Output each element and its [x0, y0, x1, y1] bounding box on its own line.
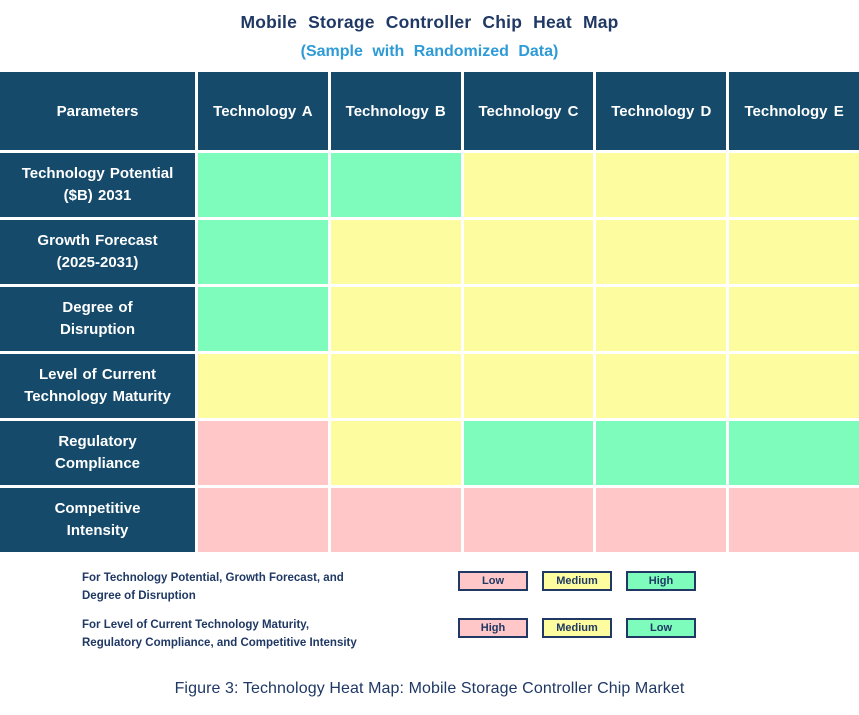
row-label-line: Technology Maturity — [24, 388, 171, 405]
heatmap-cell-r2c2 — [330, 220, 461, 284]
row-label-line: Level of Current — [38, 365, 157, 383]
row-label-level-of-current-technology-maturity: Level of Current Technology Maturity — [0, 354, 195, 418]
legend-swatch-low: Low — [458, 571, 528, 591]
legend-description: For Technology Potential, Growth Forecas… — [82, 569, 458, 606]
heatmap-cell-r5c1 — [198, 421, 328, 485]
heatmap-cell-r3c2 — [330, 287, 461, 351]
heatmap-cell-r4c2 — [330, 354, 461, 418]
row-label-line: Disruption — [60, 321, 135, 338]
row-label-line: Compliance — [54, 455, 141, 472]
heatmap-cell-r3c1 — [198, 287, 328, 351]
row-label-line: ($B) 2031 — [63, 187, 132, 204]
chart-title: Mobile Storage Controller Chip Heat Map — [240, 12, 619, 32]
heatmap-cell-r3c4 — [596, 287, 727, 351]
column-header-technology-d: Technology D — [596, 72, 727, 150]
heatmap-cell-r6c4 — [596, 488, 727, 552]
legend-swatch-low: Low — [626, 617, 696, 638]
figure-caption: Figure 3: Technology Heat Map: Mobile St… — [174, 679, 685, 697]
heatmap-cell-r6c5 — [729, 488, 859, 552]
column-header-technology-e: Technology E — [729, 72, 859, 150]
heatmap-cell-r4c1 — [198, 354, 328, 418]
legend-description-line: Degree of Disruption — [82, 590, 196, 603]
column-header-parameters: Parameters — [0, 72, 195, 150]
legend-row-2: For Level of Current Technology Maturity… — [82, 616, 859, 653]
legend-swatch-medium: Medium — [542, 617, 612, 638]
row-label-degree-of-disruption: Degree of Disruption — [0, 287, 195, 351]
heatmap-cell-r1c3 — [463, 153, 594, 217]
row-label-line: Technology Potential — [21, 164, 174, 182]
chart-subtitle: (Sample with Randomized Data) — [300, 43, 559, 60]
row-label-line: (2025-2031) — [56, 254, 139, 271]
heatmap-cell-r4c5 — [729, 354, 859, 418]
heatmap-cell-r3c3 — [463, 287, 594, 351]
heatmap-cell-r2c1 — [198, 220, 328, 284]
heatmap-cell-r5c5 — [729, 421, 859, 485]
heatmap-cell-r4c3 — [463, 354, 594, 418]
row-label-line: Competitive — [54, 499, 141, 517]
heatmap-cell-r2c4 — [596, 220, 727, 284]
legend-swatch-medium: Medium — [542, 571, 612, 591]
legend-row-1: For Technology Potential, Growth Forecas… — [82, 569, 859, 606]
row-label-technology-potential-b-2031: Technology Potential ($B) 2031 — [0, 153, 195, 217]
row-label-competitive-intensity: Competitive Intensity — [0, 488, 195, 552]
legend-swatch-high: High — [458, 617, 528, 638]
heatmap-cell-r4c4 — [596, 354, 727, 418]
column-header-technology-a: Technology A — [198, 72, 328, 150]
legend-swatches: High Medium Low — [458, 617, 696, 638]
row-label-line: Regulatory — [58, 432, 137, 450]
heatmap-cell-r2c3 — [463, 220, 594, 284]
column-header-technology-b: Technology B — [330, 72, 461, 150]
heatmap-cell-r2c5 — [729, 220, 859, 284]
heatmap-cell-r1c1 — [198, 153, 328, 217]
legend-swatches: Low Medium High — [458, 571, 696, 591]
heatmap-cell-r6c3 — [463, 488, 594, 552]
legend-description-line: For Level of Current Technology Maturity… — [82, 618, 310, 631]
heatmap-cell-r1c4 — [596, 153, 727, 217]
row-label-growth-forecast-2025-2031: Growth Forecast (2025-2031) — [0, 220, 195, 284]
heatmap-cell-r1c5 — [729, 153, 859, 217]
heatmap-cell-r6c2 — [330, 488, 461, 552]
heatmap-cell-r5c4 — [596, 421, 727, 485]
legend-swatch-high: High — [626, 571, 696, 591]
heatmap-grid: Parameters Technology A Technology B Techno… — [0, 72, 859, 552]
row-label-line: Growth Forecast — [37, 231, 158, 249]
legend: For Technology Potential, Growth Forecas… — [82, 569, 859, 653]
legend-description-line: For Technology Potential, Growth Forecas… — [82, 572, 344, 584]
row-label-regulatory-compliance: Regulatory Compliance — [0, 421, 195, 485]
column-header-technology-c: Technology C — [463, 72, 594, 150]
heatmap-cell-r3c5 — [729, 287, 859, 351]
legend-description-line: Regulatory Compliance, and Competitive I… — [82, 637, 357, 650]
row-label-line: Degree of — [62, 298, 133, 316]
row-label-line: Intensity — [66, 522, 129, 539]
heatmap-cell-r5c3 — [463, 421, 594, 485]
heatmap-cell-r5c2 — [330, 421, 461, 485]
heatmap-cell-r6c1 — [198, 488, 328, 552]
legend-description: For Level of Current Technology Maturity… — [82, 616, 458, 653]
heatmap-cell-r1c2 — [330, 153, 461, 217]
